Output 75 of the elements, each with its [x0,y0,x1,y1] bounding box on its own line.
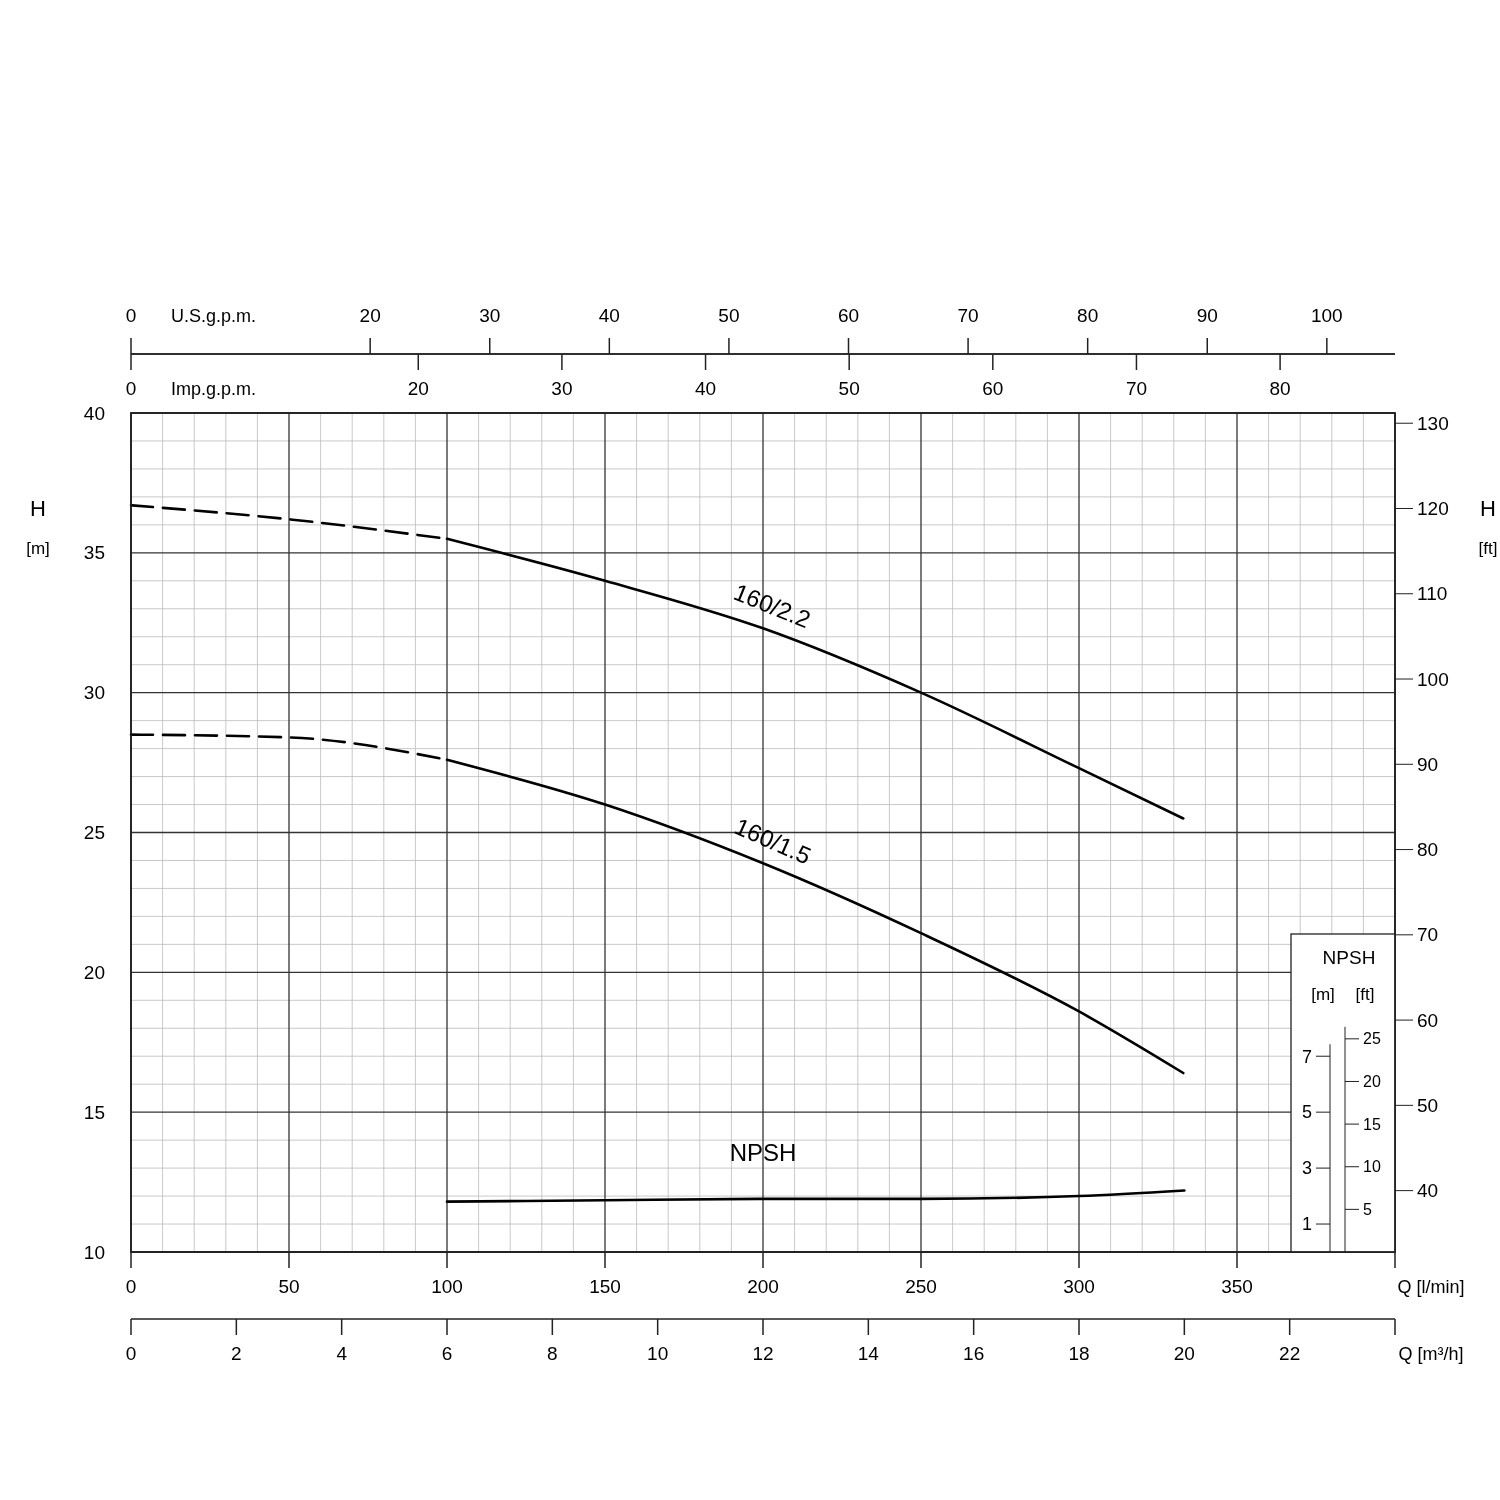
x-tick-label: 14 [857,1343,880,1364]
y2-tick-label: 15 [1363,1115,1381,1133]
x-tick-label: 12 [752,1343,774,1364]
x-axis-title: Q [m³/h] [1398,1344,1464,1364]
y2-axis-title: [ft] [1355,985,1375,1004]
y-tick-label: 40 [83,402,105,424]
x-tick-label: 100 [431,1276,463,1297]
y2-tick-label: 40 [1417,1180,1439,1202]
x2-tick-label: 40 [694,378,717,399]
x-tick-label: 0 [125,1343,137,1364]
y2-tick-label: 80 [1417,839,1439,861]
x-tick-label: 200 [747,1276,779,1297]
x2-tick-label: 60 [837,305,860,326]
y-tick-label: 7 [1301,1046,1312,1067]
series-label: NPSH [729,1138,797,1166]
x2-tick-label: 30 [479,305,501,326]
x-tick-label: 250 [905,1276,937,1297]
y-axis-title: H [m] [26,496,50,558]
x2-tick-label: 80 [1077,305,1099,326]
y-tick-label: 10 [83,1241,105,1263]
x-tick-label: 16 [963,1343,985,1364]
x2-tick-label: 20 [359,305,381,326]
y2-tick-label: 90 [1417,753,1439,775]
y2-tick-label: 120 [1417,498,1449,520]
x2-tick-label: 0 [125,305,137,326]
x2-axis-title: Imp.g.p.m. [171,379,257,399]
y2-tick-label: 100 [1417,668,1449,690]
x-tick-label: 2 [231,1343,242,1364]
y2-axis-title: H [ft] [1478,496,1498,558]
y-tick-label: 20 [83,961,105,983]
y-tick-label: 25 [83,822,105,844]
y-tick-label: 35 [83,542,105,564]
x-axis-title: Q [l/min] [1397,1277,1465,1297]
x-tick-label: 22 [1279,1343,1301,1364]
x2-tick-label: 0 [125,378,137,399]
x2-tick-label: 90 [1196,305,1218,326]
x-tick-label: 18 [1068,1343,1090,1364]
y2-tick-label: 20 [1363,1073,1381,1091]
y2-tick-label: 70 [1417,924,1439,946]
y-tick-label: 3 [1301,1158,1312,1179]
y2-tick-label: 60 [1417,1009,1439,1031]
y-tick-label: 5 [1301,1102,1312,1123]
y2-tick-label: 25 [1363,1030,1381,1048]
y2-tick-label: 5 [1363,1200,1372,1218]
x2-tick-label: 70 [1125,378,1148,399]
x2-tick-label: 70 [957,305,979,326]
y2-tick-label: 110 [1417,583,1448,605]
y-tick-label: 30 [83,682,105,704]
x-tick-label: 300 [1063,1276,1095,1297]
x2-tick-label: 50 [838,378,860,399]
x-tick-label: 150 [589,1276,621,1297]
y2-tick-label: 10 [1363,1158,1381,1176]
x2-tick-label: 40 [598,305,620,326]
x-tick-label: 6 [441,1343,453,1364]
x2-axis-title: U.S.g.p.m. [171,306,257,326]
x2-tick-label: 50 [718,305,740,326]
x-tick-label: 4 [336,1343,348,1364]
x2-tick-label: 20 [407,378,429,399]
x2-tick-label: 100 [1310,305,1343,326]
y-tick-label: 1 [1301,1214,1312,1235]
x-tick-label: 350 [1221,1276,1253,1297]
text: NPSH [1322,947,1376,968]
x2-tick-label: 80 [1269,378,1291,399]
y-axis-title: [m] [1311,985,1335,1004]
y-tick-label: 15 [83,1101,105,1123]
x2-tick-label: 30 [551,378,573,399]
x-tick-label: 0 [125,1276,137,1297]
y2-tick-label: 130 [1417,412,1449,434]
y2-tick-label: 50 [1417,1095,1439,1116]
x-tick-label: 10 [647,1343,669,1364]
x2-tick-label: 60 [982,378,1004,399]
x-tick-label: 20 [1173,1343,1195,1364]
x-tick-label: 50 [278,1276,300,1297]
x-tick-label: 8 [547,1343,558,1364]
line-series [445,1189,1186,1203]
